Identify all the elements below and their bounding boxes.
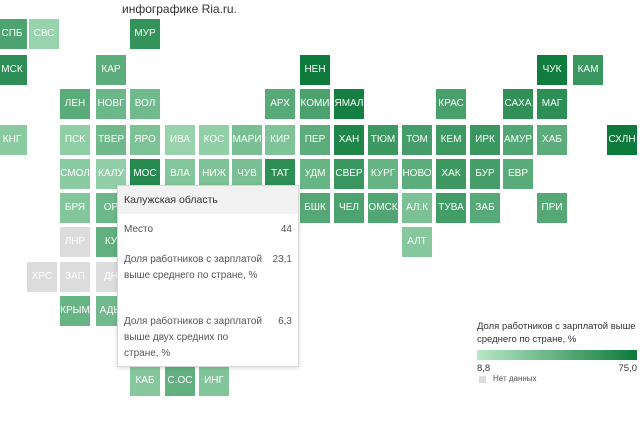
region-tile[interactable]: ИНГ: [199, 366, 229, 396]
region-tile[interactable]: КАЛУ: [96, 159, 126, 189]
region-tile[interactable]: КРАС: [436, 89, 466, 119]
region-tile[interactable]: КЕМ: [436, 125, 466, 155]
region-tile[interactable]: ЧУВ: [232, 159, 262, 189]
region-tile[interactable]: КАР: [96, 55, 126, 85]
tooltip-row-share-above-double: Доля работников с зарплатой выше двух ср…: [124, 314, 292, 364]
region-tile[interactable]: СХЛН: [607, 125, 637, 155]
tooltip-label-share-above-double: Доля работников с зарплатой выше двух ср…: [124, 316, 262, 359]
region-tile[interactable]: КАМ: [573, 55, 603, 85]
region-tile[interactable]: БШК: [300, 193, 330, 223]
region-tile[interactable]: ПРИ: [537, 193, 567, 223]
region-tile[interactable]: НИЖ: [199, 159, 229, 189]
region-tile[interactable]: АЛ.К: [402, 193, 432, 223]
region-tile[interactable]: АЛТ: [402, 227, 432, 257]
region-tile[interactable]: КИР: [265, 125, 295, 155]
region-tile[interactable]: МАГ: [537, 89, 567, 119]
region-tile[interactable]: ЗАП: [60, 262, 90, 292]
region-tile[interactable]: НОВО: [402, 159, 432, 189]
legend-min: 8,8: [477, 363, 491, 374]
tooltip-label-share-above-average: Доля работников с зарплатой выше среднег…: [124, 254, 262, 281]
region-tile[interactable]: КАБ: [130, 366, 160, 396]
color-legend: Доля работников с зарплатой выше среднег…: [477, 320, 637, 383]
region-tile[interactable]: СВЕР: [334, 159, 364, 189]
region-tile[interactable]: ТЮМ: [368, 125, 398, 155]
tooltip-value-share-above-average: 23,1: [272, 254, 292, 265]
tooltip-row-rank: Место 44: [124, 222, 292, 242]
region-tooltip: Калужская область Место 44 Доля работник…: [117, 185, 299, 367]
region-tile[interactable]: ХАК: [436, 159, 466, 189]
region-tile[interactable]: ЛНР: [60, 227, 90, 257]
tooltip-value-share-above-double: 6,3: [278, 316, 292, 327]
region-tile[interactable]: ОМСК: [368, 193, 398, 223]
region-tile[interactable]: ХАН: [334, 125, 364, 155]
region-tile[interactable]: САХА: [503, 89, 533, 119]
tooltip-row-share-above-average: Доля работников с зарплатой выше среднег…: [124, 252, 292, 302]
region-tile[interactable]: НЕН: [300, 55, 330, 85]
region-tile[interactable]: КОС: [199, 125, 229, 155]
region-tile[interactable]: ЕВР: [503, 159, 533, 189]
region-tile[interactable]: ИВА: [165, 125, 195, 155]
region-tile[interactable]: ЧУК: [537, 55, 567, 85]
region-tile[interactable]: ТВЕР: [96, 125, 126, 155]
region-tile[interactable]: КНГ: [0, 125, 27, 155]
region-tile[interactable]: МСК: [0, 55, 27, 85]
legend-gradient-bar: [477, 350, 637, 360]
region-tile[interactable]: ВЛА: [165, 159, 195, 189]
region-tile[interactable]: ТУВА: [436, 193, 466, 223]
region-tile[interactable]: МАРИ: [232, 125, 262, 155]
region-tile[interactable]: ЛЕН: [60, 89, 90, 119]
region-tile[interactable]: МОС: [130, 159, 160, 189]
legend-nodata-label: Нет данных: [493, 374, 537, 383]
region-tile[interactable]: ПЕР: [300, 125, 330, 155]
region-tile[interactable]: ТОМ: [402, 125, 432, 155]
region-tile[interactable]: УДМ: [300, 159, 330, 189]
region-tile[interactable]: С.ОС: [165, 366, 195, 396]
region-tile[interactable]: АМУР: [503, 125, 533, 155]
region-tile[interactable]: ИРК: [470, 125, 500, 155]
region-tile[interactable]: ЗАБ: [470, 193, 500, 223]
region-tile[interactable]: БРЯ: [60, 193, 90, 223]
region-tile[interactable]: КУРГ: [368, 159, 398, 189]
region-tile[interactable]: СМОЛ: [60, 159, 90, 189]
region-tile[interactable]: ПСК: [60, 125, 90, 155]
region-tile[interactable]: СВС: [29, 19, 59, 49]
region-tile[interactable]: ХРС: [27, 262, 57, 292]
tooltip-label-rank: Место: [124, 224, 154, 235]
region-tile[interactable]: МУР: [130, 19, 160, 49]
tooltip-title: Калужская область: [118, 186, 298, 214]
region-tile[interactable]: НОВГ: [96, 89, 126, 119]
legend-max: 75,0: [618, 363, 638, 374]
region-tile[interactable]: ВОЛ: [130, 89, 160, 119]
region-tile[interactable]: ЯРО: [130, 125, 160, 155]
region-tile[interactable]: ЯМАЛ: [334, 89, 364, 119]
tooltip-value-rank: 44: [280, 224, 292, 235]
region-tile[interactable]: КОМИ: [300, 89, 330, 119]
source-caption: инфографике Ria.ru.: [122, 2, 237, 16]
region-tile[interactable]: ХАБ: [537, 125, 567, 155]
region-tile[interactable]: АРХ: [265, 89, 295, 119]
legend-nodata-swatch: [479, 376, 486, 383]
region-tile[interactable]: КРЫМ: [60, 296, 90, 326]
region-tile[interactable]: СПБ: [0, 19, 27, 49]
legend-title: Доля работников с зарплатой выше среднег…: [477, 321, 636, 345]
region-tile[interactable]: БУР: [470, 159, 500, 189]
region-tile[interactable]: ТАТ: [265, 159, 295, 189]
region-tile[interactable]: ЧЕЛ: [334, 193, 364, 223]
